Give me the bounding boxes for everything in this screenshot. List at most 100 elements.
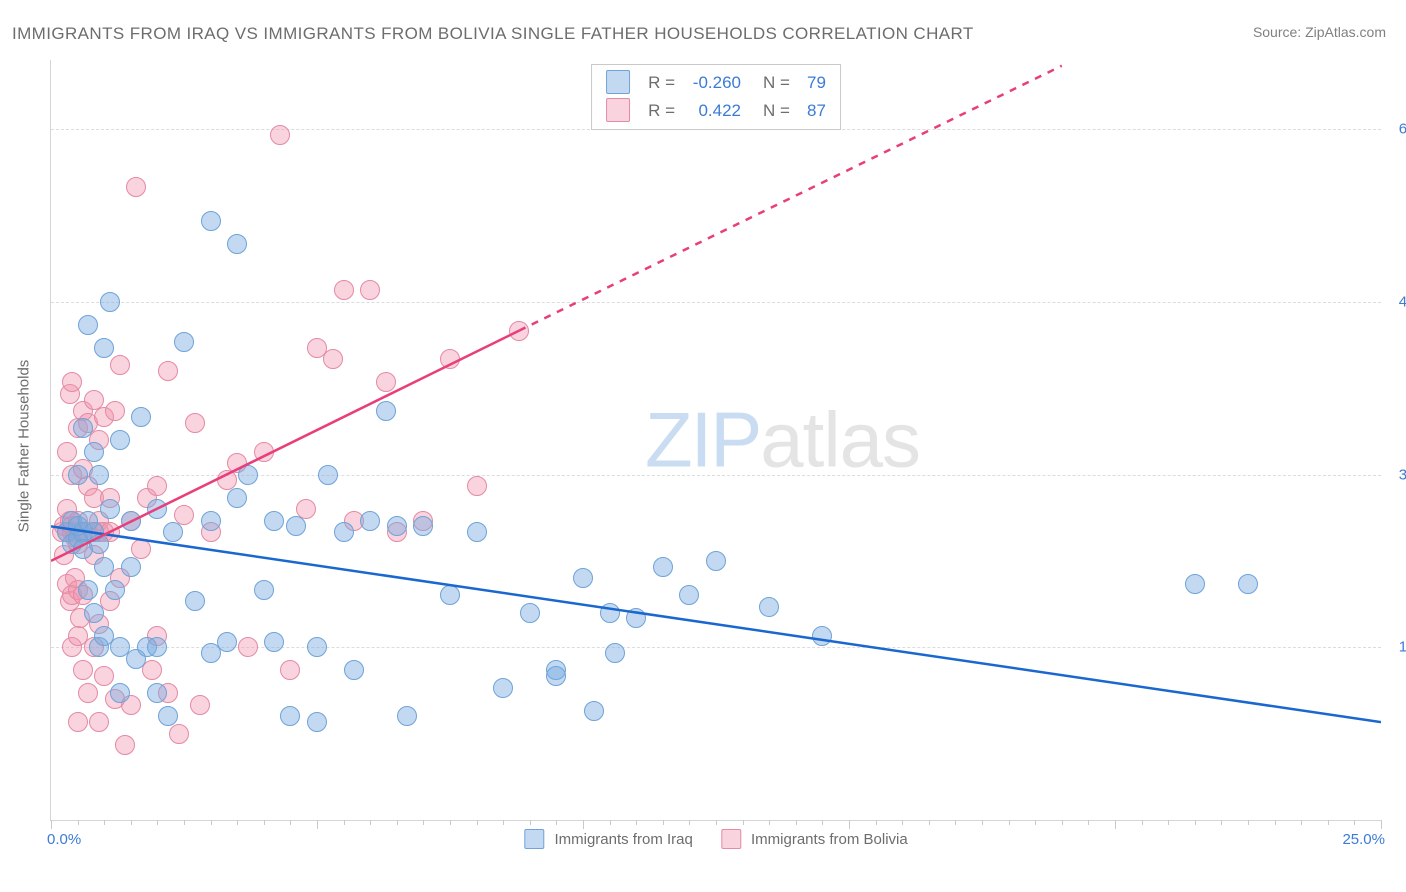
chart-canvas: IMMIGRANTS FROM IRAQ VS IMMIGRANTS FROM … (0, 0, 1406, 892)
xtick-mark (929, 820, 930, 825)
scatter-point-series2 (440, 349, 460, 369)
xtick-mark (1088, 820, 1089, 825)
xtick-mark (131, 820, 132, 825)
scatter-point-series1 (84, 603, 104, 623)
xtick-mark (1248, 820, 1249, 825)
scatter-point-series1 (679, 585, 699, 605)
swatch-series1-icon (606, 70, 630, 94)
scatter-point-series1 (227, 488, 247, 508)
scatter-point-series2 (467, 476, 487, 496)
xtick-mark (1142, 820, 1143, 825)
scatter-point-series2 (158, 361, 178, 381)
scatter-point-series2 (78, 683, 98, 703)
scatter-point-series1 (413, 516, 433, 536)
scatter-point-series2 (57, 442, 77, 462)
xtick-mark (1009, 820, 1010, 825)
xtick-mark (743, 820, 744, 825)
scatter-point-series1 (493, 678, 513, 698)
xtick-mark (78, 820, 79, 825)
xtick-mark (796, 820, 797, 825)
scatter-point-series2 (89, 712, 109, 732)
scatter-point-series1 (653, 557, 673, 577)
scatter-point-series2 (169, 724, 189, 744)
scatter-point-series1 (600, 603, 620, 623)
scatter-point-series1 (520, 603, 540, 623)
scatter-point-series2 (323, 349, 343, 369)
scatter-point-series1 (307, 637, 327, 657)
scatter-point-series1 (147, 637, 167, 657)
scatter-point-series2 (73, 660, 93, 680)
ytick-label: 1.5% (1387, 639, 1406, 656)
scatter-point-series2 (105, 401, 125, 421)
scatter-point-series1 (110, 683, 130, 703)
scatter-point-series2 (254, 442, 274, 462)
swatch-series2-icon (606, 98, 630, 122)
scatter-point-series2 (62, 372, 82, 392)
scatter-point-series1 (100, 292, 120, 312)
scatter-point-series2 (360, 280, 380, 300)
xtick-mark (1062, 820, 1063, 825)
xtick-mark (1115, 820, 1116, 829)
xtick-mark (530, 820, 531, 825)
scatter-point-series1 (344, 660, 364, 680)
scatter-point-series1 (94, 557, 114, 577)
scatter-point-series1 (201, 511, 221, 531)
legend-label-1: Immigrants from Iraq (554, 831, 692, 848)
stats-r-label: R = (648, 73, 675, 93)
scatter-point-series2 (147, 476, 167, 496)
scatter-point-series2 (270, 125, 290, 145)
ytick-label: 3.0% (1387, 466, 1406, 483)
xtick-mark (769, 820, 770, 825)
scatter-point-series1 (812, 626, 832, 646)
scatter-point-series1 (158, 706, 178, 726)
scatter-point-series1 (105, 580, 125, 600)
legend-item-2: Immigrants from Bolivia (721, 830, 908, 850)
scatter-point-series1 (89, 534, 109, 554)
watermark-zip: ZIP (645, 396, 760, 484)
stats-box: R = -0.260 N = 79 R = 0.422 N = 87 (591, 64, 841, 130)
stats-r-label: R = (648, 101, 675, 121)
scatter-point-series1 (174, 332, 194, 352)
scatter-point-series1 (89, 465, 109, 485)
scatter-point-series2 (68, 712, 88, 732)
legend-item-1: Immigrants from Iraq (524, 830, 693, 850)
scatter-point-series2 (115, 735, 135, 755)
xtick-mark (822, 820, 823, 825)
scatter-point-series1 (318, 465, 338, 485)
stats-r-value-1: -0.260 (683, 73, 741, 93)
xtick-mark (583, 820, 584, 829)
xtick-mark (477, 820, 478, 825)
scatter-point-series2 (94, 666, 114, 686)
xtick-mark (317, 820, 318, 829)
scatter-point-series2 (238, 637, 258, 657)
stats-n-label: N = (763, 73, 790, 93)
xtick-mark (1275, 820, 1276, 825)
scatter-point-series1 (121, 557, 141, 577)
scatter-point-series1 (307, 712, 327, 732)
scatter-point-series1 (286, 516, 306, 536)
xtick-mark (344, 820, 345, 825)
scatter-point-series1 (163, 522, 183, 542)
scatter-point-series1 (100, 499, 120, 519)
scatter-point-series1 (78, 315, 98, 335)
scatter-point-series1 (397, 706, 417, 726)
scatter-point-series1 (1185, 574, 1205, 594)
swatch-series2-icon (721, 829, 741, 849)
scatter-point-series2 (185, 413, 205, 433)
scatter-point-series1 (121, 511, 141, 531)
stats-n-value-2: 87 (798, 101, 826, 121)
xtick-mark (184, 820, 185, 825)
xtick-mark (397, 820, 398, 825)
xtick-mark (610, 820, 611, 825)
xtick-mark (423, 820, 424, 825)
scatter-point-series1 (147, 499, 167, 519)
xtick-mark (264, 820, 265, 825)
xtick-mark (290, 820, 291, 825)
scatter-point-series1 (360, 511, 380, 531)
scatter-point-series1 (94, 338, 114, 358)
scatter-point-series2 (142, 660, 162, 680)
xtick-mark (876, 820, 877, 825)
xtick-mark (450, 820, 451, 825)
scatter-point-series1 (78, 580, 98, 600)
scatter-point-series1 (131, 407, 151, 427)
